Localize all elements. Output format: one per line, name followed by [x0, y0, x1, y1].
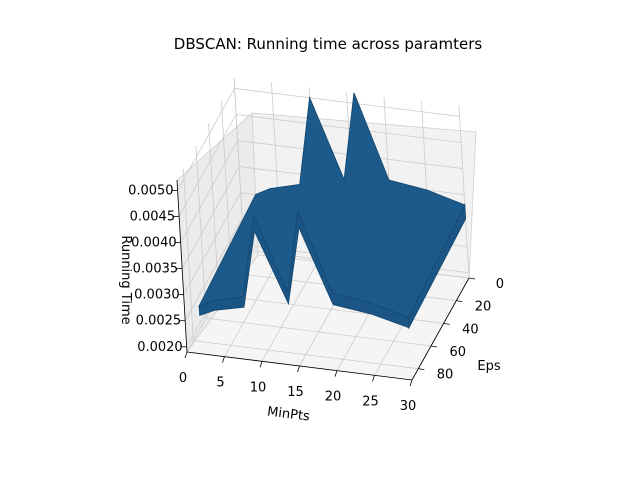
y-tick-mark — [443, 322, 450, 325]
z-tick-label: 0.0025 — [136, 314, 182, 329]
grid-line-y — [182, 168, 419, 370]
x-tick-mark — [409, 379, 413, 387]
x-tick-label: 20 — [325, 390, 342, 405]
x-tick-label: 5 — [216, 376, 224, 391]
x-tick-label: 0 — [179, 371, 187, 386]
z-tick-label: 0.0020 — [137, 340, 183, 355]
z-axis-ticks: 0.0020 0.0025 0.0030 0.0035 0.0040 0.0045 0.00… — [128, 183, 187, 355]
y-tick-label: 60 — [449, 345, 466, 360]
x-tick-mark — [297, 365, 300, 373]
y-axis-line — [411, 277, 470, 381]
x-axis-label: MinPts — [266, 404, 311, 424]
surface-plot — [198, 92, 467, 330]
x-tick-label: 15 — [287, 385, 304, 400]
x-tick-mark — [334, 370, 338, 377]
y-tick-mark — [456, 300, 463, 303]
y-axis-label: Eps — [477, 359, 500, 374]
y-tick-mark — [468, 277, 476, 280]
grid-line-z — [177, 87, 460, 191]
grid-line-z — [180, 140, 463, 243]
x-tick-mark — [184, 351, 188, 359]
y-tick-label: 80 — [437, 368, 454, 383]
x-tick-label: 10 — [250, 380, 267, 395]
z-tick-label: 0.0035 — [133, 262, 179, 277]
z-tick-label: 0.0050 — [128, 183, 174, 198]
z-axis-label: Running Time — [118, 235, 133, 324]
y-tick-mark — [430, 345, 438, 348]
x-tick-mark — [259, 361, 263, 368]
x-tick-mark — [222, 356, 225, 363]
z-tick-label: 0.0045 — [130, 209, 176, 224]
y-tick-label: 40 — [462, 322, 479, 337]
z-tick-label: 0.0030 — [134, 288, 180, 303]
x-tick-label: 25 — [362, 394, 379, 409]
y-tick-mark — [418, 368, 425, 371]
chart-title: DBSCAN: Running time across paramters — [174, 35, 483, 53]
x-tick-label: 30 — [400, 399, 417, 414]
grid-line-z — [178, 114, 462, 217]
grid-line-y — [195, 145, 432, 347]
y-tick-label: 20 — [475, 300, 492, 315]
y-axis-ticks: 0 20 40 60 80 — [418, 277, 504, 383]
x-tick-mark — [372, 375, 375, 382]
z-tick-label: 0.0040 — [131, 236, 177, 251]
x-axis-ticks: 0 5 10 15 20 25 30 — [179, 351, 417, 414]
z-axis-line — [176, 179, 188, 353]
surface-side — [407, 203, 467, 330]
y-tick-label: 0 — [496, 277, 504, 292]
